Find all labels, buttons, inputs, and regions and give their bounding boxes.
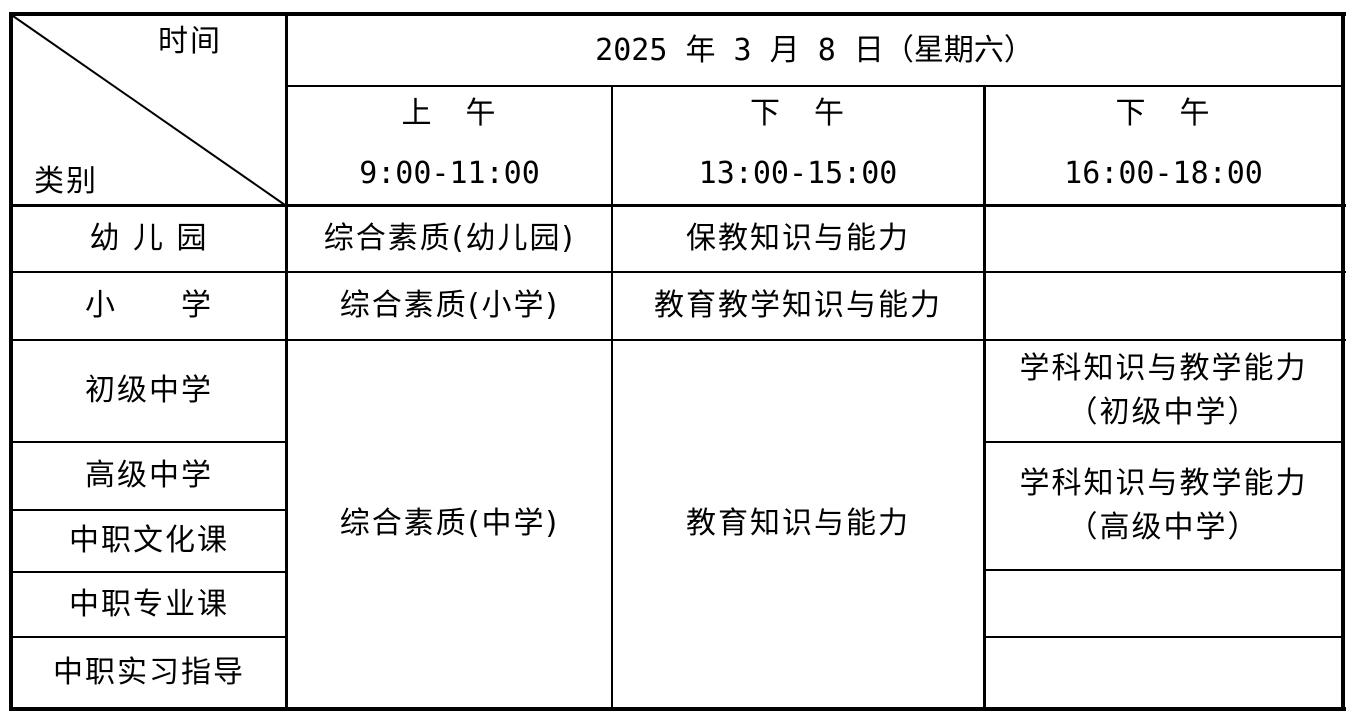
subject-secondary-morning: 综合素质(中学) [339,506,560,541]
row-line-date [287,85,1343,87]
subject-kindergarten-afternoon: 保教知识与能力 [686,221,910,256]
subject-junior-evening: 学科知识与教学能力 （初级中学） [1019,351,1308,430]
row-line-left-6 [12,636,286,638]
border-left [9,12,13,711]
category-voc-culture: 中职文化课 [69,523,229,558]
session-afternoon-label: 下 午 [750,96,846,131]
corner-time-label: 时间 [158,24,222,59]
border-right [1341,12,1345,711]
session-evening-label: 下 午 [1115,96,1212,131]
row-line-left-4 [12,509,286,511]
subject-kindergarten-morning: 综合素质(幼儿园) [323,221,576,256]
corner-category-label: 类别 [34,164,98,199]
col-line-1 [285,12,288,711]
subject-secondary-afternoon: 教育知识与能力 [686,506,910,541]
col-line-3 [983,86,986,711]
category-kindergarten: 幼 儿 园 [89,221,209,256]
subject-senior-evening: 学科知识与教学能力 （高级中学） [1019,466,1308,545]
border-top [12,12,1346,16]
row-line-right-3 [985,441,1343,443]
row-line-left-3 [12,441,286,443]
row-line-left-5 [12,571,286,573]
category-voc-major: 中职专业课 [69,586,229,622]
subject-primary-morning: 综合素质(小学) [339,288,560,323]
category-voc-intern: 中职实习指导 [53,654,245,690]
exam-date: 2025 年 3 月 8 日（星期六） [595,33,1034,68]
session-evening-time: 16:00-18:00 [1064,156,1263,191]
row-line-right-4 [985,569,1343,571]
session-morning-time: 9:00-11:00 [359,156,540,191]
row-line-2 [12,339,1346,341]
border-bottom [12,707,1346,711]
category-primary: 小 学 [85,288,213,323]
col-line-2 [611,86,613,711]
session-morning-label: 上 午 [401,96,498,131]
row-line-header [12,204,1346,207]
session-afternoon-time: 13:00-15:00 [698,156,898,191]
category-junior: 初级中学 [85,373,213,408]
subject-primary-afternoon: 教育教学知识与能力 [654,288,942,323]
row-line-1 [12,271,1346,273]
row-line-right-5 [985,636,1343,638]
category-senior: 高级中学 [85,458,213,493]
